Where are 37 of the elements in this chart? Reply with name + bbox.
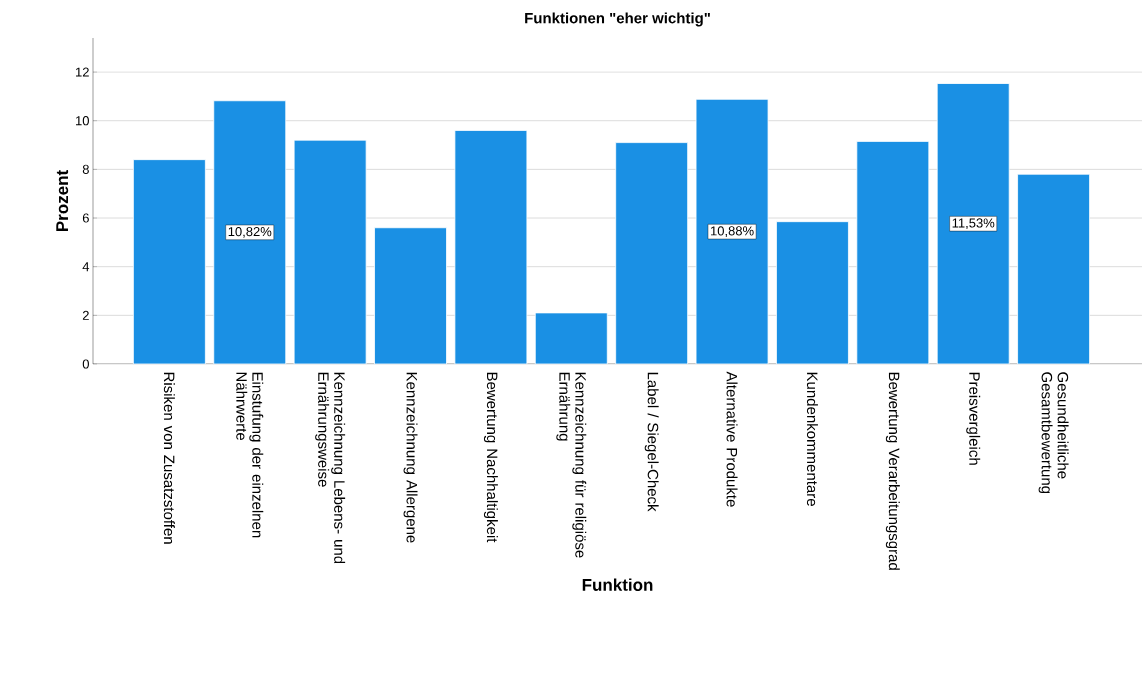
- x-axis-title: Funktion: [582, 578, 653, 591]
- x-tick-label: Gesundheitliche Gesamtbewertung: [1038, 372, 1069, 494]
- y-tick-label: 10: [76, 116, 89, 126]
- y-tick-label: 8: [82, 164, 89, 174]
- bar: [776, 221, 849, 364]
- bar: [293, 139, 367, 364]
- x-tick-label: Preisvergleich: [966, 372, 981, 465]
- bar: [936, 83, 1010, 364]
- bar: [615, 142, 689, 364]
- data-label: 11,53%: [952, 218, 995, 230]
- x-tick-label: Kennzeichnung Allergene: [403, 372, 418, 543]
- bar: [695, 98, 769, 364]
- x-tick-label: Alternative Produkte: [726, 371, 738, 507]
- y-tick-label: 6: [82, 213, 89, 223]
- x-tick-label: Kennzeichnung für religiöse Ernährung: [556, 372, 587, 558]
- x-tick-label: Kennzeichnung Lebens- und Ernährungsweise: [315, 372, 346, 564]
- y-axis-title: Prozent: [56, 170, 69, 232]
- bar: [374, 227, 447, 364]
- bar: [1017, 173, 1090, 364]
- y-tick-label: 12: [76, 67, 89, 77]
- bar: [454, 130, 528, 364]
- y-tick-label: 2: [82, 310, 89, 320]
- bar: [132, 159, 206, 364]
- x-tick-label: Risiken von Zusatzstoffen: [163, 372, 175, 544]
- bar: [856, 140, 930, 364]
- x-tick-label: Bewertung Verarbeitungsgrad: [885, 372, 900, 570]
- y-tick-label: 0: [82, 359, 89, 369]
- x-tick-label: Bewertung Nachhaltigkeit: [483, 372, 498, 543]
- x-tick-label: Einstufung der einzelnen Nährwerte: [236, 372, 264, 538]
- bar: [534, 312, 608, 364]
- x-tick-label: Kundenkommentare: [806, 372, 818, 506]
- data-label: 10,82%: [228, 227, 272, 238]
- data-label: 10,88%: [711, 226, 754, 238]
- x-tick-label: Label / Siegel-Check: [644, 372, 659, 512]
- y-tick-label: 4: [82, 262, 90, 272]
- bar: [213, 100, 287, 364]
- chart-title: Funktionen "eher wichtig": [525, 12, 710, 27]
